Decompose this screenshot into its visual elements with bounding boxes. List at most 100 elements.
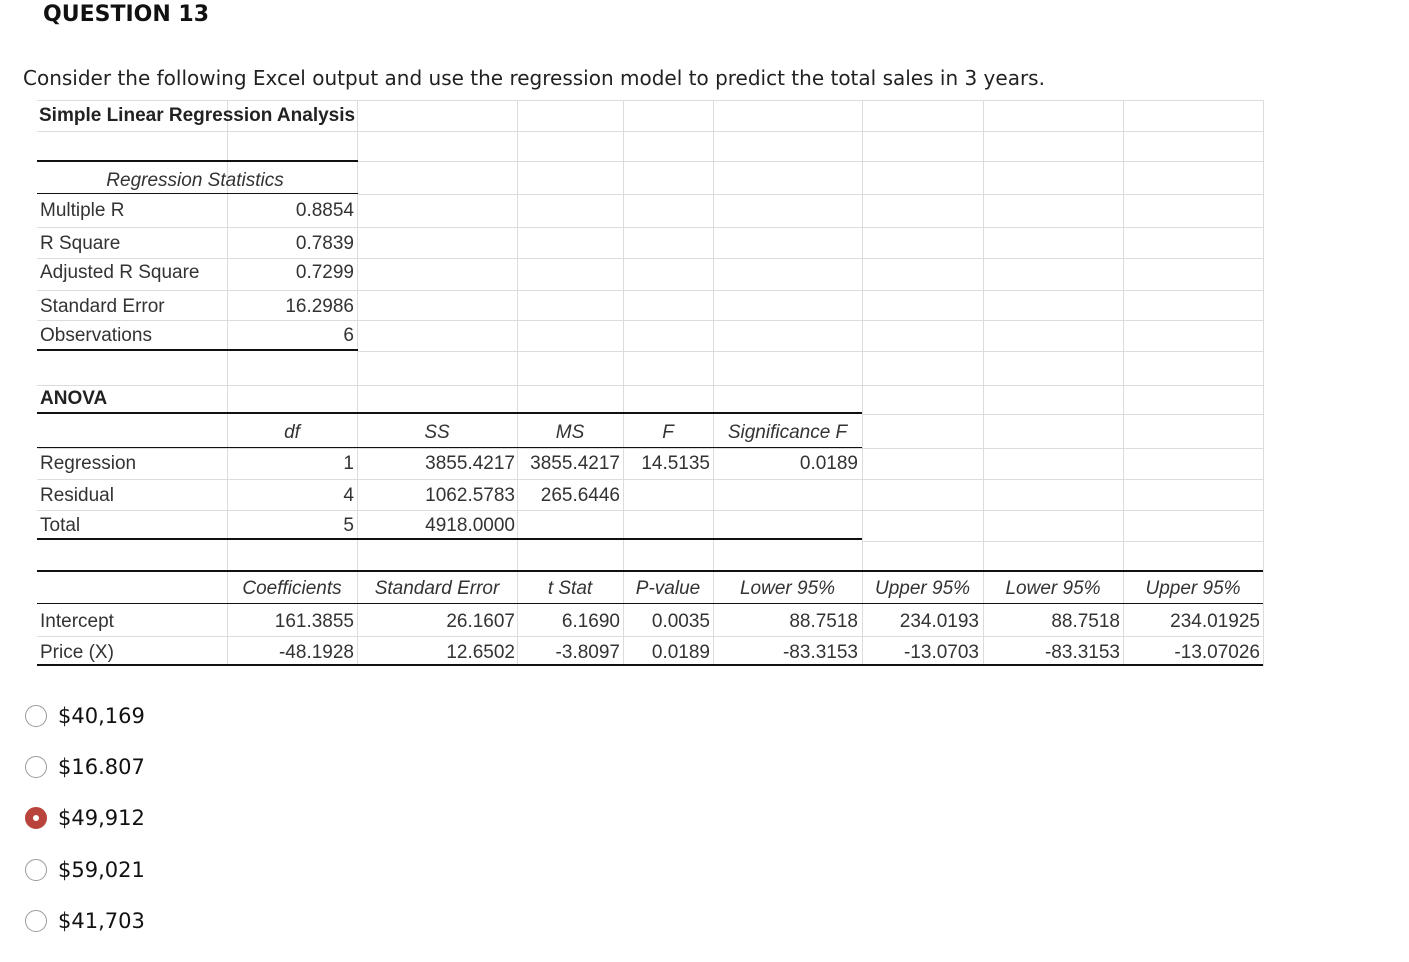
anova-f: 14.5135 xyxy=(641,453,710,474)
gridline xyxy=(623,100,624,666)
gridline xyxy=(37,258,1263,259)
gridline xyxy=(862,100,863,666)
answer-option-label: $59,021 xyxy=(58,858,145,882)
coef-value: 234.01925 xyxy=(1170,611,1260,632)
coef-value: -48.1928 xyxy=(278,642,354,663)
radio-button-selected[interactable] xyxy=(25,807,47,829)
coef-value: -83.3153 xyxy=(1044,642,1120,663)
answer-option[interactable]: $49,912 xyxy=(25,805,145,831)
stat-value: 0.7839 xyxy=(295,233,354,254)
anova-header-ms: MS xyxy=(555,422,585,443)
gridline xyxy=(862,541,1263,542)
answer-option-label: $16.807 xyxy=(58,755,145,779)
table-border xyxy=(37,193,358,194)
table-border xyxy=(37,538,862,540)
coef-header: Upper 95% xyxy=(874,578,971,599)
gridline xyxy=(983,100,984,666)
coef-row-label: Price (X) xyxy=(40,642,114,663)
coef-value: -13.07026 xyxy=(1174,642,1260,663)
gridline xyxy=(37,100,1263,101)
coef-header: Lower 95% xyxy=(739,578,836,599)
stat-label: Adjusted R Square xyxy=(40,262,200,283)
gridline xyxy=(37,385,1263,386)
anova-significance-f: 0.0189 xyxy=(799,453,858,474)
coef-header: P-value xyxy=(635,578,701,599)
radio-button[interactable] xyxy=(25,705,47,727)
anova-ss: 3855.4217 xyxy=(425,453,515,474)
coef-value: 161.3855 xyxy=(274,611,354,632)
gridline xyxy=(37,510,1263,511)
answer-option[interactable]: $40,169 xyxy=(25,703,145,729)
stat-value: 16.2986 xyxy=(285,296,354,317)
gridline xyxy=(227,100,228,666)
radio-button[interactable] xyxy=(25,859,47,881)
anova-ms: 265.6446 xyxy=(540,485,620,506)
answer-option[interactable]: $59,021 xyxy=(25,857,145,883)
coef-value: -83.3153 xyxy=(782,642,858,663)
anova-header-significance-f: Significance F xyxy=(727,422,848,443)
table-border xyxy=(37,603,1263,604)
answer-option-label: $41,703 xyxy=(58,909,145,933)
anova-ss: 4918.0000 xyxy=(425,515,515,536)
gridline xyxy=(37,227,1263,228)
gridline xyxy=(37,131,1263,132)
question-prompt: Consider the following Excel output and … xyxy=(23,66,1045,90)
table-border xyxy=(37,349,358,351)
gridline xyxy=(37,290,1263,291)
gridline xyxy=(1123,100,1124,666)
coef-value: 0.0035 xyxy=(651,611,710,632)
coef-value: 88.7518 xyxy=(789,611,858,632)
anova-df: 1 xyxy=(343,453,354,474)
anova-row-label: Total xyxy=(40,515,81,536)
coef-value: -3.8097 xyxy=(555,642,620,663)
coef-value: 6.1690 xyxy=(561,611,620,632)
gridline xyxy=(517,100,518,666)
answer-option[interactable]: $41,703 xyxy=(25,908,145,934)
stat-value: 0.8854 xyxy=(295,200,354,221)
coef-value: 88.7518 xyxy=(1051,611,1120,632)
anova-header-f: F xyxy=(662,422,674,443)
stat-value: 0.7299 xyxy=(295,262,354,283)
gridline xyxy=(357,351,1263,352)
gridline xyxy=(37,320,1263,321)
anova-label: ANOVA xyxy=(40,388,108,409)
coef-value: 234.0193 xyxy=(899,611,979,632)
coef-header: Upper 95% xyxy=(1145,578,1241,599)
question-title: QUESTION 13 xyxy=(43,2,210,27)
anova-header-ss: SS xyxy=(424,422,450,443)
gridline xyxy=(713,100,714,666)
gridline xyxy=(357,194,1263,195)
coef-header: Lower 95% xyxy=(1005,578,1101,599)
stat-label: Standard Error xyxy=(40,296,165,317)
radio-button[interactable] xyxy=(25,756,47,778)
gridline xyxy=(37,479,1263,480)
coef-value: 26.1607 xyxy=(446,611,515,632)
table-border xyxy=(37,160,358,162)
answer-option-label: $40,169 xyxy=(58,704,145,728)
stat-value: 6 xyxy=(343,325,354,346)
stat-label: R Square xyxy=(40,233,121,254)
gridline xyxy=(37,636,1263,637)
regression-statistics-header: Regression Statistics xyxy=(106,170,284,191)
answer-option[interactable]: $16.807 xyxy=(25,754,145,780)
table-border xyxy=(37,664,1263,666)
anova-df: 5 xyxy=(343,515,354,536)
coef-value: 0.0189 xyxy=(651,642,710,663)
gridline xyxy=(862,414,1263,415)
anova-row-label: Residual xyxy=(40,485,114,506)
sheet-title: Simple Linear Regression Analysis xyxy=(39,105,356,126)
gridline xyxy=(1263,100,1264,666)
table-border xyxy=(37,412,862,414)
coef-value: -13.0703 xyxy=(903,642,979,663)
stat-label: Observations xyxy=(40,325,152,346)
anova-ss: 1062.5783 xyxy=(425,485,515,506)
coef-header: Coefficients xyxy=(242,578,342,599)
anova-row-label: Regression xyxy=(40,453,137,474)
gridline xyxy=(37,448,1263,449)
radio-button[interactable] xyxy=(25,910,47,932)
coef-header: Standard Error xyxy=(374,578,500,599)
anova-ms: 3855.4217 xyxy=(530,453,620,474)
anova-header-df: df xyxy=(284,422,300,443)
answer-option-label: $49,912 xyxy=(58,806,145,830)
